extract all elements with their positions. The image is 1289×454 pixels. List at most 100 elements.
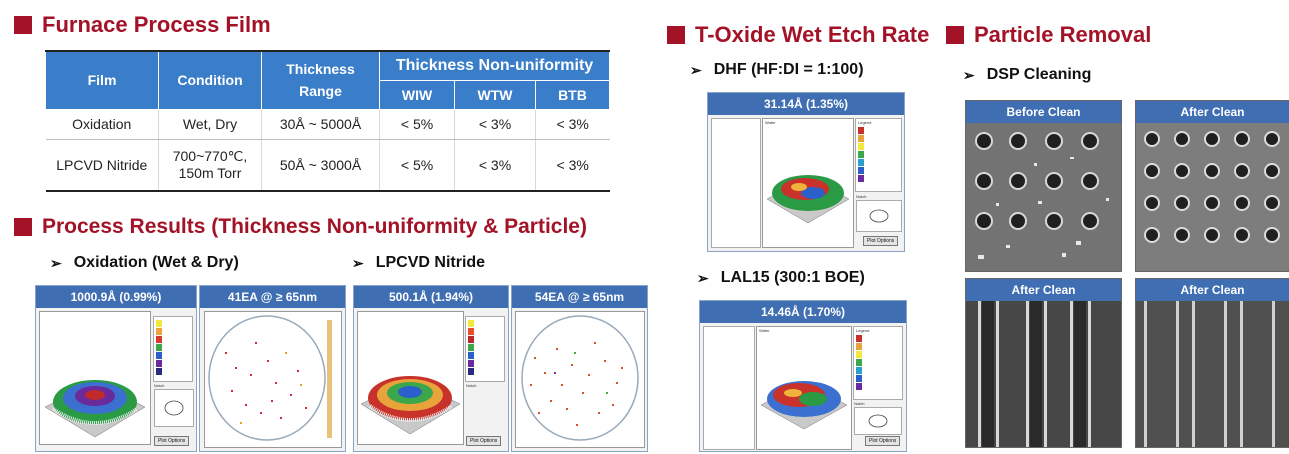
heading-square-icon (14, 16, 32, 34)
lal-title: 14.46Å (1.70%) (700, 301, 906, 323)
wafer-label: Wafer (759, 328, 770, 333)
nitride-subheading: ➢ LPCVD Nitride (352, 254, 485, 272)
notch-box (154, 389, 194, 427)
notch-box (856, 200, 902, 232)
cell-wtw: < 3% (454, 109, 536, 140)
cell-btb: < 3% (534, 139, 610, 192)
lal-subheading: ➢ LAL15 (300:1 BOE) (697, 269, 865, 287)
particle-wafer-map (208, 315, 332, 441)
legend-box (153, 316, 193, 382)
th-wiw: WIW (378, 79, 456, 110)
particle-map-area (204, 311, 342, 448)
th-thickness-range: Thickness Range (261, 50, 380, 110)
notch-label: Notch (854, 401, 865, 406)
oxidation-thickness-panel: 1000.9Å (0.99%) Notch Plot Options (35, 285, 197, 452)
cell-condition-line2: 150m Torr (178, 165, 242, 182)
arrow-icon: ➢ (963, 66, 975, 83)
plot-options-button[interactable]: Plot Options (154, 436, 190, 446)
oxidation-particle-title: 41EA @ ≥ 65nm (200, 286, 345, 308)
plot-options-button[interactable]: Plot Options (865, 436, 901, 446)
notch-label: Notch (856, 194, 867, 199)
legend-label: Legend (856, 328, 870, 333)
oxidation-particle-panel: 41EA @ ≥ 65nm (199, 285, 346, 452)
arrow-icon: ➢ (352, 254, 364, 271)
dhf-etch-panel: 31.14Å (1.35%) Wafer Legend Notch Plot O… (707, 92, 905, 252)
sem-after-clean-lines-2: After Clean (1135, 278, 1289, 448)
arrow-icon: ➢ (697, 269, 709, 286)
heading-square-icon (14, 218, 32, 236)
nitride-particle-title: 54EA @ ≥ 65nm (512, 286, 647, 308)
sem-lines-image (966, 301, 1121, 447)
lal-label: LAL15 (300:1 BOE) (720, 269, 865, 286)
sem-before-clean-title: Before Clean (966, 101, 1121, 123)
legend-label: Legend (858, 120, 872, 125)
wafer-3d-map (360, 376, 461, 435)
cell-film: LPCVD Nitride (45, 139, 159, 192)
sem-after-clean-holes: After Clean (1135, 100, 1289, 272)
plot-options-button[interactable]: Plot Options (863, 236, 899, 246)
notch-label: Notch (466, 383, 477, 388)
sem-holes-image (1136, 123, 1289, 271)
sem-lines-image (1136, 301, 1289, 447)
nitride-thickness-panel: 500.1Å (1.94%) Notch Plot Options (353, 285, 509, 452)
sem-after-clean-title: After Clean (1136, 279, 1289, 301)
etch-map-area: Wafer (762, 118, 854, 248)
particle-section-heading: Particle Removal (946, 22, 1151, 48)
cell-film: Oxidation (45, 109, 159, 140)
etch-3d-map (766, 175, 850, 224)
lal-etch-panel: 14.46Å (1.70%) Wafer Legend Notch Plot O… (699, 300, 907, 452)
toxide-title: T-Oxide Wet Etch Rate (695, 22, 930, 47)
cell-wtw: < 3% (454, 139, 536, 192)
statistics-list (711, 118, 761, 248)
dhf-title: 31.14Å (1.35%) (708, 93, 904, 115)
legend-box: Legend (853, 326, 903, 400)
arrow-icon: ➢ (50, 254, 62, 271)
nitride-particle-panel: 54EA @ ≥ 65nm (511, 285, 648, 452)
particle-title: Particle Removal (974, 22, 1152, 47)
dsp-label: DSP Cleaning (986, 66, 1092, 83)
wafer-label: Wafer (765, 120, 776, 125)
notch-label: Notch (154, 383, 165, 388)
th-wtw: WTW (454, 79, 536, 110)
furnace-section-heading: Furnace Process Film (14, 12, 271, 38)
oxidation-thickness-title: 1000.9Å (0.99%) (36, 286, 196, 308)
legend-box (465, 316, 505, 382)
etch-map-area: Wafer (756, 326, 852, 450)
cell-condition: 700~770℃, 150m Torr (158, 139, 262, 192)
notch-box (854, 407, 902, 435)
th-btb: BTB (534, 79, 611, 110)
toxide-section-heading: T-Oxide Wet Etch Rate (667, 22, 929, 48)
process-results-title: Process Results (Thickness Non-uniformit… (42, 215, 587, 238)
table-row: LPCVD Nitride 700~770℃, 150m Torr 50Å ~ … (45, 139, 610, 192)
dsp-subheading: ➢ DSP Cleaning (963, 66, 1091, 84)
arrow-icon: ➢ (690, 61, 702, 78)
cell-wiw: < 5% (378, 139, 455, 192)
oxidation-label: Oxidation (Wet & Dry) (73, 254, 239, 271)
th-nonuniformity: Thickness Non-uniformity (379, 50, 610, 81)
particle-map-area (515, 311, 645, 448)
table-row: Oxidation Wet, Dry 30Å ~ 5000Å < 5% < 3%… (45, 109, 610, 140)
cell-condition: Wet, Dry (158, 109, 262, 140)
nitride-label: LPCVD Nitride (375, 254, 486, 271)
furnace-table: Film Condition Thickness Range Thickness… (45, 50, 611, 192)
nitride-thickness-title: 500.1Å (1.94%) (354, 286, 508, 308)
plot-options-button[interactable]: Plot Options (466, 436, 502, 446)
process-results-heading: Process Results (Thickness Non-uniformit… (14, 215, 587, 239)
cell-condition-line1: 700~770℃, (172, 148, 248, 165)
cell-btb: < 3% (534, 109, 610, 140)
sem-before-clean: Before Clean (965, 100, 1122, 272)
th-film: Film (45, 50, 159, 110)
particle-wafer-map (521, 315, 639, 441)
thickness-map-area (357, 311, 464, 445)
dhf-subheading: ➢ DHF (HF:DI = 1:100) (690, 61, 864, 79)
cell-range: 30Å ~ 5000Å (261, 109, 380, 140)
cell-range: 50Å ~ 3000Å (261, 139, 380, 192)
sem-after-clean-title: After Clean (966, 279, 1121, 301)
dhf-label: DHF (HF:DI = 1:100) (713, 61, 864, 78)
heading-square-icon (667, 26, 685, 44)
cell-wiw: < 5% (378, 109, 455, 140)
oxidation-subheading: ➢ Oxidation (Wet & Dry) (50, 254, 239, 272)
wafer-3d-map (44, 380, 146, 438)
sem-after-clean-lines-1: After Clean (965, 278, 1122, 448)
legend-box: Legend (855, 118, 902, 192)
